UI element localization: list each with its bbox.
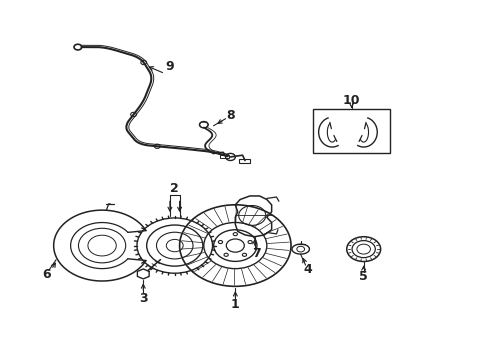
Text: 10: 10 bbox=[343, 94, 360, 107]
Bar bbox=[239, 159, 250, 163]
Bar bbox=[220, 155, 229, 158]
Text: 2: 2 bbox=[171, 182, 179, 195]
Text: 5: 5 bbox=[359, 270, 368, 283]
Text: 8: 8 bbox=[226, 109, 235, 122]
Bar bbox=[313, 109, 391, 153]
Text: 1: 1 bbox=[231, 298, 240, 311]
Text: 4: 4 bbox=[304, 263, 312, 276]
Text: 9: 9 bbox=[166, 60, 174, 73]
Text: 6: 6 bbox=[42, 269, 50, 282]
Text: 7: 7 bbox=[252, 247, 261, 260]
Text: 3: 3 bbox=[139, 292, 147, 305]
